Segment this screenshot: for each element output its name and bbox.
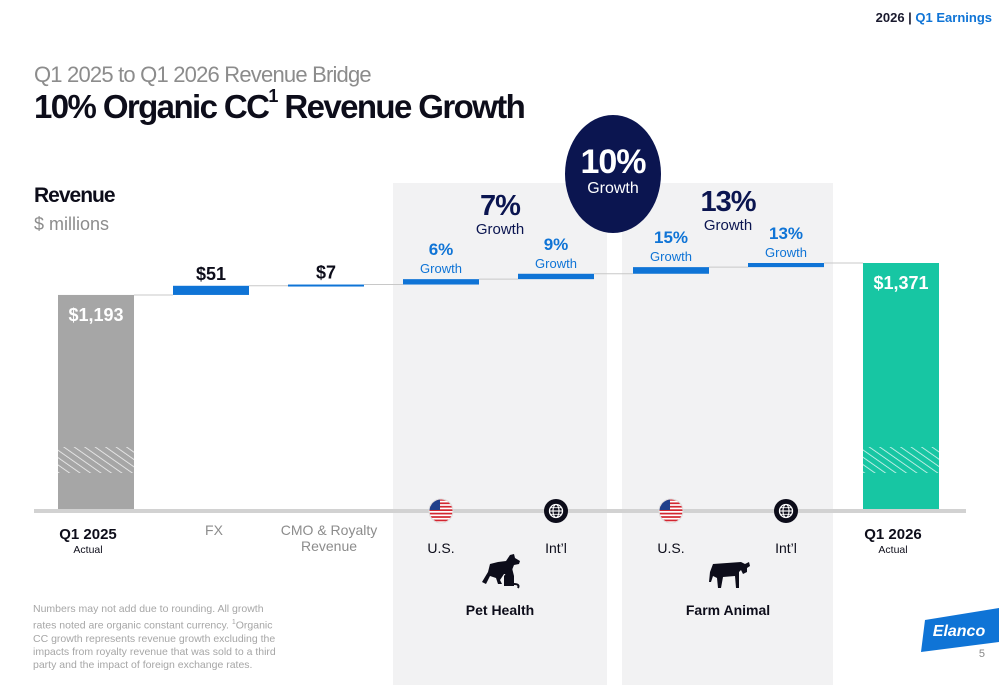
bar-value-label-0: $1,193 (68, 305, 123, 325)
category-sublabel-0: Actual (73, 544, 102, 556)
globe-icon (774, 499, 798, 523)
revenue-units: $ millions (34, 214, 110, 234)
flag-canton (429, 499, 440, 510)
connector-lines (134, 262, 863, 296)
bar-5 (633, 267, 709, 274)
flag-stripe (659, 519, 683, 522)
flag-stripes (659, 499, 683, 522)
total-growth-value: 10% (580, 143, 646, 181)
bar-growth-pct-5: 15% (654, 228, 688, 247)
flag-stripe (659, 509, 683, 512)
bar-value-label-2: $7 (316, 263, 336, 283)
farm-animal-label: Farm Animal (685, 602, 771, 618)
flag-stripe (659, 516, 683, 518)
bar-growth-label-5: Growth (650, 249, 692, 264)
category-label-3: U.S. (427, 540, 454, 556)
bar-growth-label-6: Growth (765, 245, 807, 260)
flag-stripe (429, 499, 453, 501)
us-flag-icon (658, 498, 684, 524)
total-growth-badge: 10% Growth (565, 115, 661, 233)
category-label-2: CMO & Royalty (281, 522, 377, 538)
footnote: Numbers may not add due to rounding. All… (33, 603, 278, 672)
slide-subtitle: Q1 2025 to Q1 2026 Revenue Bridge (34, 62, 372, 87)
category-label-6: Int’l (775, 540, 797, 556)
value-labels: $1,193 $51 $7 6% Growth 9% Growth 15% Growth 13% G… (68, 224, 928, 325)
category-icons (428, 498, 798, 524)
flag-stripe (659, 505, 683, 508)
category-label-5: U.S. (657, 540, 684, 556)
bar-4 (518, 273, 594, 280)
bar-3 (403, 279, 479, 285)
category-label-4: Int’l (545, 540, 567, 556)
page-number: 5 (978, 648, 985, 660)
flag-stripe (429, 505, 453, 508)
pet-health-growth: 7% Growth (440, 190, 560, 238)
logo-text: Elanco (933, 623, 986, 640)
title-main: 10% Organic CC (34, 88, 270, 125)
footnote-part2: Organic CC growth represents revenue gro… (33, 619, 276, 671)
flag-stripe (659, 512, 683, 515)
header-tag: 2026 | Q1 Earnings (876, 10, 992, 25)
pet-health-panel (393, 183, 607, 685)
bar-value-label-7: $1,371 (873, 273, 928, 293)
bar-6 (748, 263, 824, 268)
header-section: Q1 Earnings (915, 10, 992, 25)
category-sublabel-2: Revenue (301, 538, 357, 554)
bar-growth-pct-6: 13% (769, 224, 803, 243)
bar-2 (288, 284, 364, 287)
us-flag-icon (428, 498, 454, 524)
title-footnote-mark: 1 (268, 86, 278, 106)
footnote-mark: 1 (231, 619, 236, 626)
bar-growth-label-4: Growth (535, 256, 577, 271)
pet-health-growth-label: Growth (475, 221, 525, 238)
category-label-0: Q1 2025 (59, 526, 117, 543)
category-label-1: FX (205, 522, 224, 538)
flag-stripe (429, 502, 453, 505)
elanco-logo: Elanco (921, 608, 999, 652)
footnote-part1: Numbers may not add due to rounding. All… (33, 603, 264, 632)
total-growth-label: Growth (587, 180, 639, 197)
farm-animal-growth-value: 13% (700, 186, 756, 218)
cow-icon (709, 562, 750, 588)
flag-stripe (429, 519, 453, 522)
flag-stripes (429, 499, 453, 522)
bar-hatch-7 (863, 447, 939, 473)
pet-health-growth-value: 7% (480, 190, 521, 222)
header-year: 2026 (875, 10, 905, 25)
flag-stripe (429, 512, 453, 515)
bar-0 (58, 294, 134, 509)
category-sublabel-7: Actual (878, 544, 907, 556)
header-separator: | (904, 10, 916, 25)
bar-growth-pct-4: 9% (544, 235, 569, 254)
flag-stripe (659, 502, 683, 505)
farm-animal-growth: 13% Growth (668, 186, 788, 234)
bars-layer (58, 263, 939, 509)
flag-stripe (429, 516, 453, 518)
bar-hatch-0 (58, 447, 134, 473)
category-label-7: Q1 2026 (864, 526, 922, 543)
farm-animal-growth-label: Growth (703, 217, 753, 234)
title-rest: Revenue Growth (276, 88, 525, 125)
bar-1 (173, 285, 249, 295)
bar-value-label-1: $51 (196, 264, 226, 284)
flag-stripe (429, 509, 453, 512)
bar-growth-pct-3: 6% (429, 240, 454, 259)
slide-title: 10% Organic CC1 Revenue Growth (34, 86, 526, 126)
flag-canton (659, 499, 670, 510)
dog-and-cat-icon (482, 554, 520, 589)
revenue-label: Revenue (34, 184, 116, 207)
globe-icon (544, 499, 568, 523)
pet-health-label: Pet Health (465, 602, 535, 618)
flag-stripe (659, 499, 683, 501)
bar-growth-label-3: Growth (420, 261, 462, 276)
